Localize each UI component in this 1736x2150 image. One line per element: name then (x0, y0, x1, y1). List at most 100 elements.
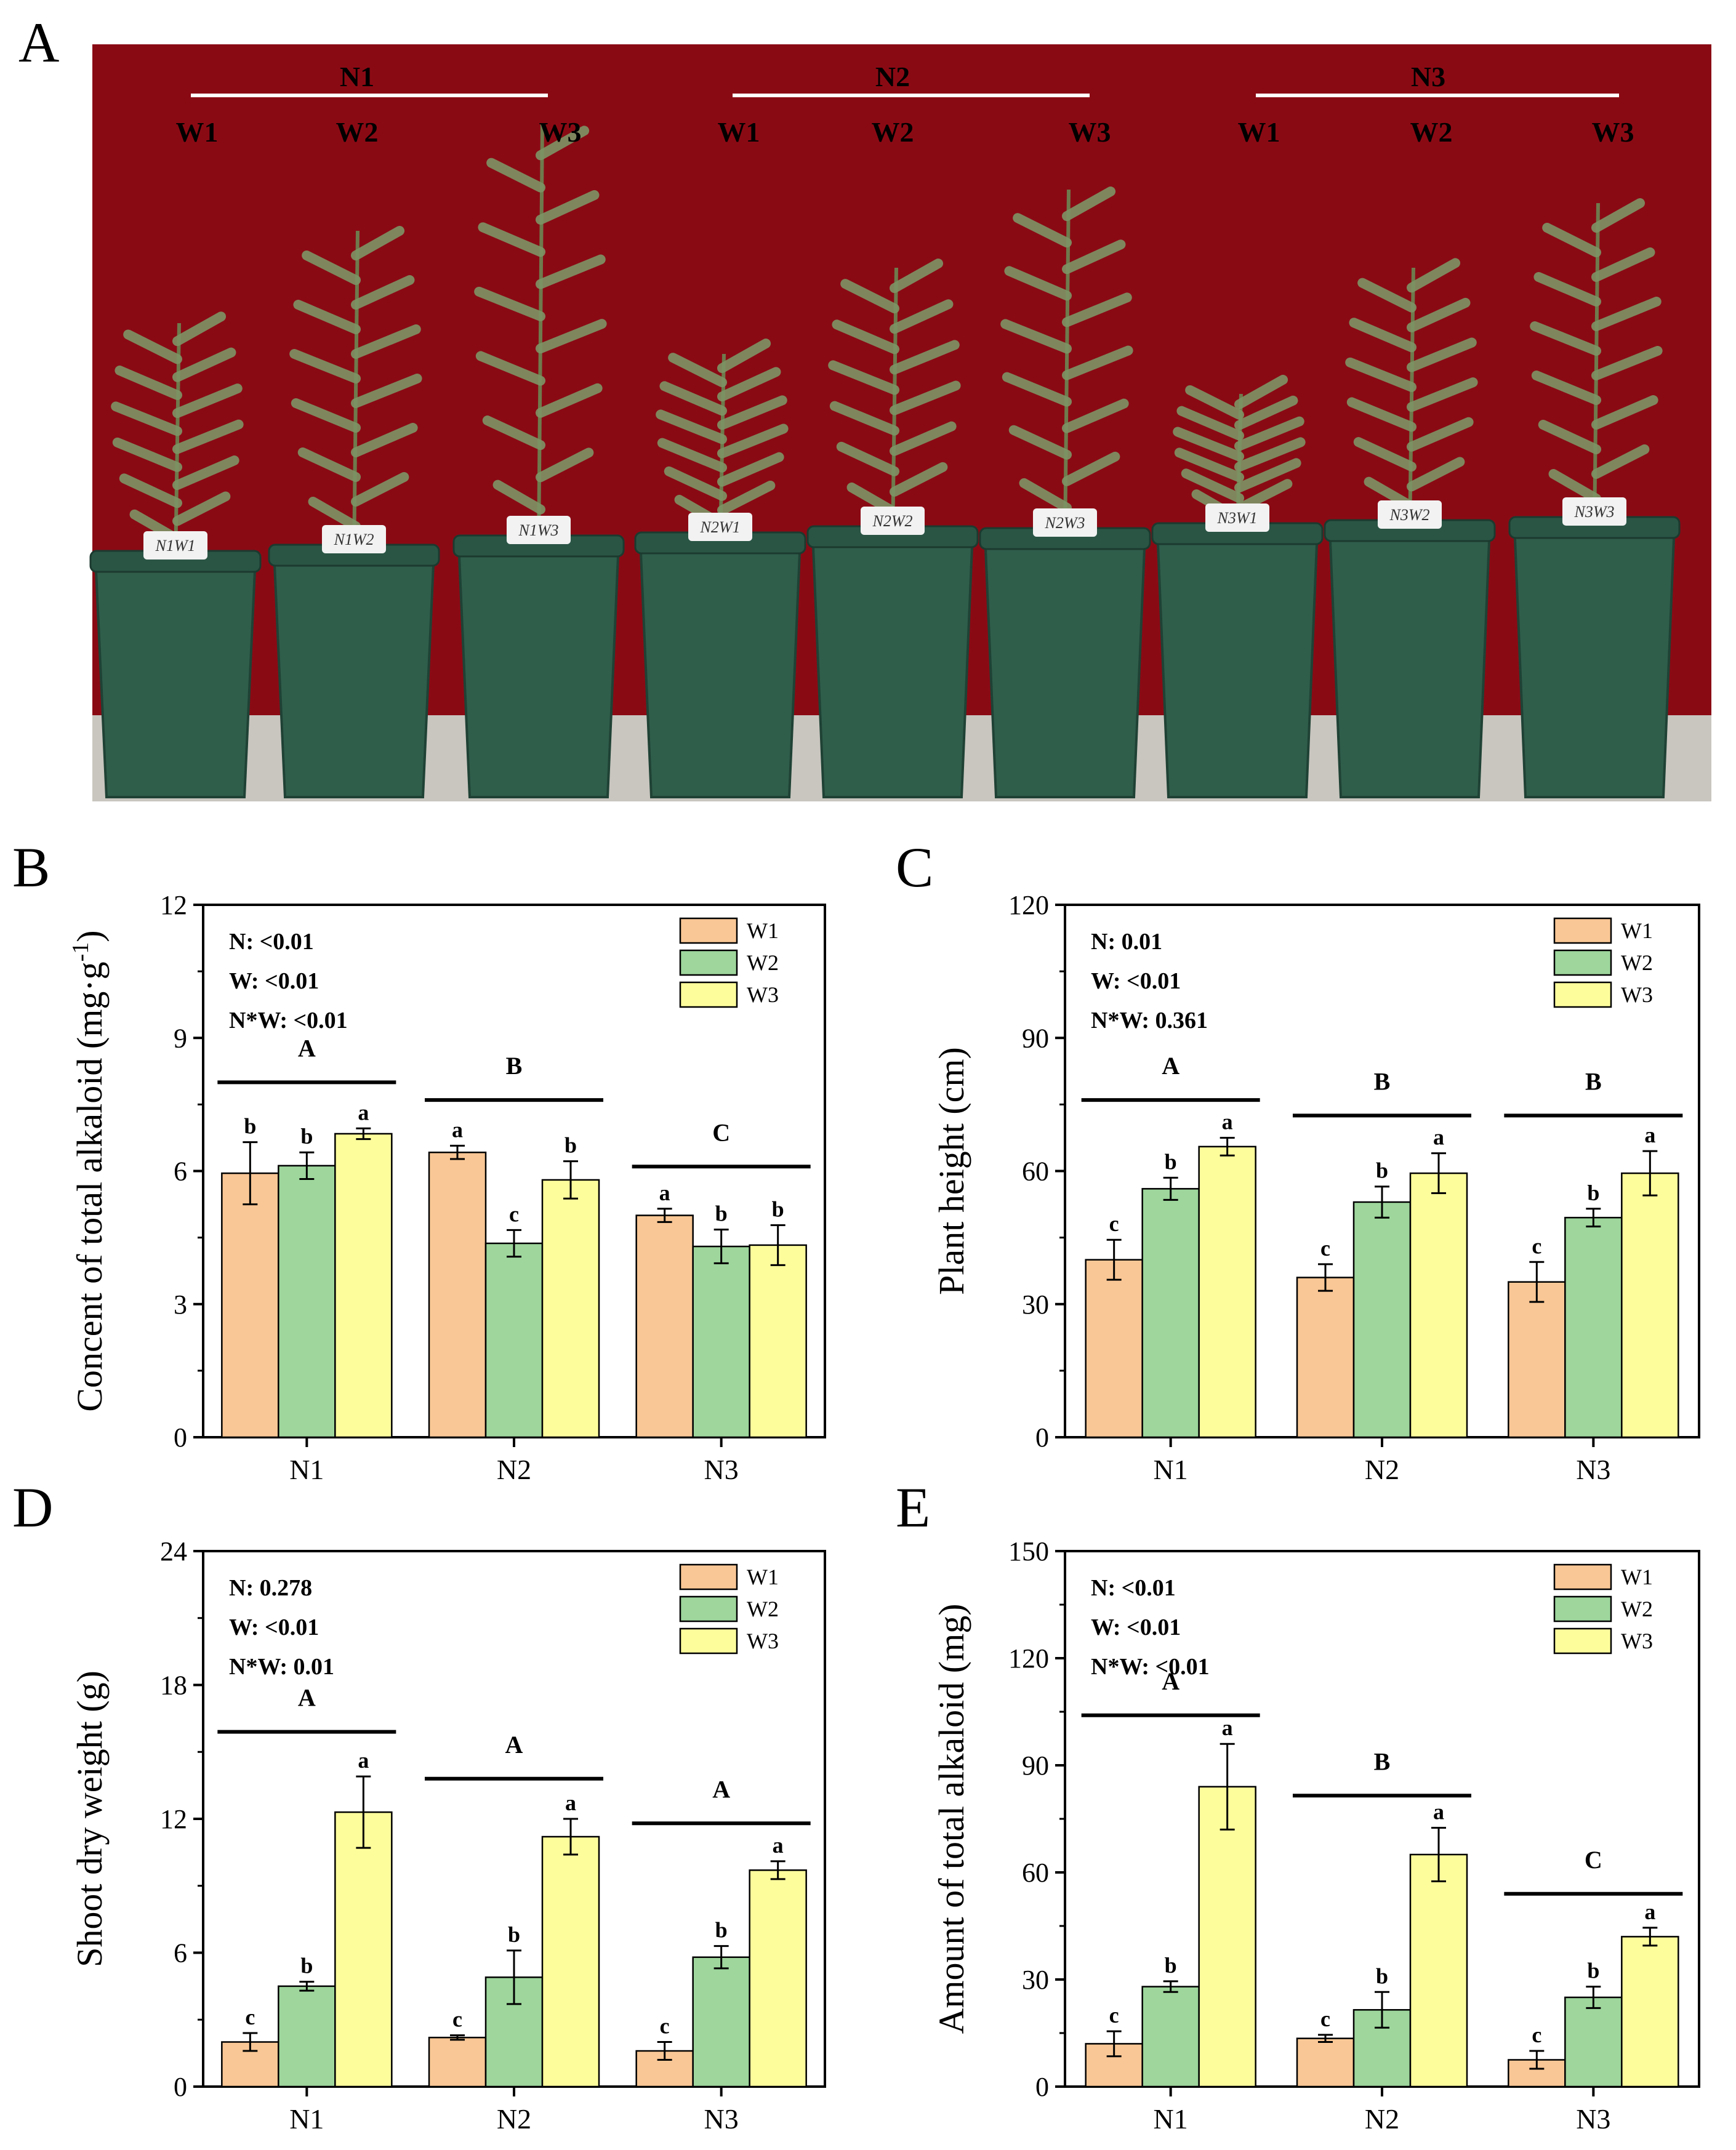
bar-w1-n2 (1296, 1277, 1355, 1438)
significance-letter: b (715, 1201, 728, 1226)
y-tick-label: 30 (1022, 1965, 1049, 1995)
bar-w3-n3 (749, 1244, 807, 1438)
legend-swatch-w3 (679, 981, 738, 1008)
plant-leaf (717, 480, 776, 515)
plant-leaf (351, 324, 421, 359)
bar-w2-n3 (1564, 1216, 1623, 1438)
legend-label: W2 (747, 1597, 779, 1621)
pot-body (457, 540, 621, 798)
plant-leaf (172, 455, 239, 491)
legend-label: W1 (747, 1565, 779, 1589)
plant-leaf (1062, 187, 1116, 222)
plant-leaf (1531, 371, 1601, 405)
pot-tag-label: N1W3 (518, 521, 559, 539)
y-tick-label: 60 (1022, 1858, 1049, 1888)
bar-w2-n3 (1564, 1996, 1623, 2088)
plant-leaf (836, 441, 899, 476)
x-tick-label: N3 (1576, 2103, 1610, 2135)
y-tick-label: 120 (1008, 1643, 1049, 1674)
y-tick-label: 60 (1022, 1157, 1049, 1187)
group-letter: A (298, 1684, 316, 1712)
plant-leaf (1345, 357, 1417, 392)
legend-swatch-w3 (679, 1627, 738, 1655)
group-letter: C (1585, 1846, 1602, 1874)
plant-leaf (668, 353, 727, 388)
y-tick-label: 90 (1022, 1751, 1049, 1781)
photo-treatment-n2-w1: W1 (718, 116, 760, 148)
significance-letter: a (1433, 1125, 1444, 1150)
significance-letter: b (1587, 1181, 1599, 1205)
pot-tag (143, 531, 207, 560)
plant-leaf (1062, 345, 1133, 380)
significance-letter: a (1644, 1123, 1655, 1147)
plant-leaf (536, 190, 600, 225)
pot-tag (322, 525, 386, 553)
significance-letter: b (300, 1124, 313, 1149)
plant-leaf (1234, 416, 1304, 451)
plant-leaf (172, 419, 244, 454)
bar-w3-n2 (541, 1835, 600, 2088)
y-tick-label: 18 (160, 1671, 187, 1701)
significance-letter: b (1587, 1959, 1599, 1983)
pot-body (638, 537, 802, 798)
plant-leaf (172, 311, 227, 347)
significance-letter: a (659, 1181, 670, 1205)
y-axis-label-tail: ) (70, 930, 110, 942)
bar-w3-n1 (334, 1811, 393, 2088)
plant-leaf (1530, 321, 1601, 356)
pot-tag (1205, 503, 1269, 532)
bar-w2-n1 (1141, 1986, 1200, 2088)
pot-tag-label: N2W1 (700, 518, 741, 536)
plant-leaf (536, 319, 607, 354)
pot-tag-label: N2W3 (1045, 514, 1085, 532)
plant-leaf (1019, 478, 1072, 513)
significance-letter: b (715, 1918, 728, 1943)
y-axis-label: Plant height (cm) (931, 1047, 971, 1295)
chart-d-shoot-dry-weight: 0 6 12 18 24 Shoot dry weight (g) N1 Ac b a N2 Ac b a… (70, 1536, 826, 2135)
legend-label: W2 (747, 950, 779, 975)
group-letter: A (1162, 1052, 1179, 1080)
plant-leaf (351, 423, 418, 457)
legend-label: W2 (1621, 950, 1653, 975)
plant-leaf (1407, 457, 1465, 492)
plant-leaf (492, 479, 545, 515)
plant-leaf (1013, 213, 1072, 248)
pot-body (272, 550, 436, 798)
y-tick-label: 3 (174, 1290, 187, 1320)
plant-leaf (890, 380, 961, 415)
y-axis-label-text: Plant height (cm) (931, 1047, 971, 1295)
x-tick-label: N1 (289, 1454, 324, 1485)
significance-letter: b (565, 1133, 577, 1158)
plant-leaf (1062, 451, 1120, 486)
plant-leaf (890, 462, 948, 497)
plant-leaf (890, 259, 944, 294)
pot-body (1328, 525, 1492, 798)
plant-leaf (351, 472, 409, 507)
x-tick-label: N1 (1154, 1454, 1188, 1485)
plant-leaf (1176, 406, 1244, 441)
plant-leaf (840, 279, 899, 314)
bar-w1-n2 (428, 1151, 487, 1438)
plant-leaf (829, 401, 899, 436)
plant-leaf (659, 381, 727, 416)
y-tick-label: 24 (160, 1536, 187, 1566)
stats-line: W: <0.01 (1091, 1615, 1181, 1640)
plant-leaf (351, 275, 415, 310)
significance-letter: c (1320, 1236, 1330, 1261)
plant-leaf (482, 415, 545, 451)
significance-letter: b (1376, 1158, 1388, 1183)
plant-leaf (1542, 223, 1601, 257)
plant-leaf (172, 383, 243, 419)
plant-leaf (1000, 319, 1072, 354)
plant-leaf (536, 254, 606, 289)
group-letter: A (505, 1731, 523, 1759)
x-tick-label: N1 (289, 2103, 324, 2135)
significance-letter: b (300, 1954, 313, 1978)
chart-b-total-alkaloid-concentration: 0 3 6 9 12 Concent of total alkaloid (mg·g-1)… (68, 890, 826, 1485)
bar-w3-n1 (1198, 1786, 1256, 2088)
plant-leaf (1533, 272, 1601, 307)
plant-leaf (1002, 372, 1072, 407)
bar-w2-n3 (692, 1245, 750, 1438)
significance-letter: c (660, 2014, 670, 2039)
